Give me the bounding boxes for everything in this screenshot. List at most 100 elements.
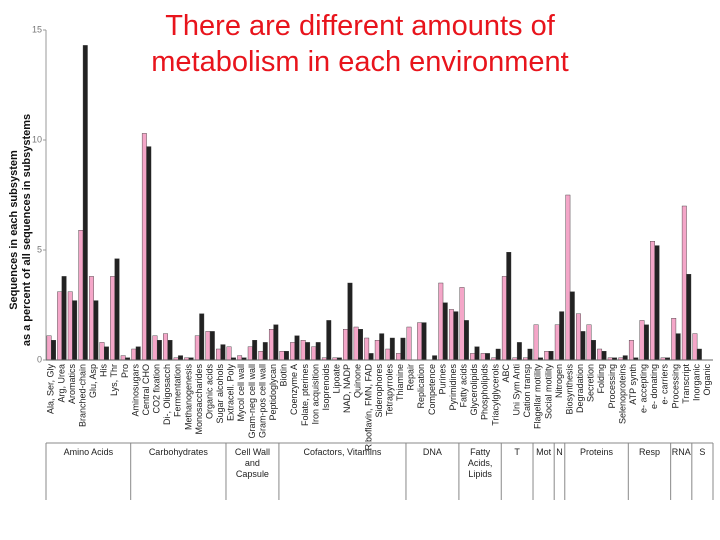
x-tick-label: Aminosugars bbox=[130, 364, 140, 417]
bar bbox=[78, 229, 84, 361]
bar bbox=[696, 348, 702, 361]
bar bbox=[576, 313, 581, 361]
bar bbox=[88, 276, 94, 361]
bar bbox=[580, 331, 586, 361]
bar bbox=[93, 300, 99, 361]
bar bbox=[131, 348, 137, 361]
x-tick-label: Branched-chain bbox=[77, 364, 87, 427]
bar bbox=[654, 245, 660, 361]
group-label: Carbohydrates bbox=[149, 447, 209, 457]
x-tick-label: Biosynthesis bbox=[564, 364, 574, 415]
x-tick-label: Selenoproteins bbox=[617, 364, 627, 425]
bar bbox=[470, 353, 475, 361]
bar bbox=[311, 346, 317, 361]
bar bbox=[163, 333, 168, 361]
y-axis-label: as a percent of all sequences in subsyst… bbox=[21, 114, 33, 346]
bar bbox=[146, 146, 152, 361]
x-tick-label: Mycol cell wall bbox=[236, 364, 246, 422]
bar bbox=[554, 324, 560, 361]
x-tick-label: Arg, Urea bbox=[56, 364, 66, 403]
bar bbox=[167, 340, 173, 361]
y-tick-label: 15 bbox=[32, 24, 42, 34]
group-label: Mot bbox=[536, 447, 552, 457]
bar bbox=[622, 355, 628, 361]
x-tick-label: Glycerolipids bbox=[469, 364, 479, 416]
x-tick-label: His bbox=[99, 364, 109, 377]
chart-title: There are different amounts of metabolis… bbox=[151, 10, 569, 78]
bar bbox=[533, 324, 539, 361]
x-tick-label: Lipoate bbox=[332, 364, 342, 394]
group-label: Cell Wall and Capsule bbox=[235, 447, 270, 479]
x-tick-label: Folate, pterines bbox=[300, 364, 310, 427]
bar bbox=[290, 342, 296, 361]
bar bbox=[485, 353, 491, 361]
x-tick-label: Iron acquisition bbox=[310, 364, 320, 425]
x-tick-label: Aromatics bbox=[67, 364, 77, 405]
bar bbox=[675, 333, 681, 361]
bar bbox=[501, 276, 507, 361]
x-tick-label: Gram-neg cell wall bbox=[247, 364, 257, 439]
bar bbox=[294, 335, 300, 361]
bar bbox=[459, 287, 465, 361]
x-tick-label: Folding bbox=[596, 364, 606, 394]
bar bbox=[268, 329, 274, 361]
bar bbox=[347, 282, 353, 361]
bar bbox=[194, 335, 200, 361]
x-tick-label: Degradation bbox=[575, 364, 585, 413]
bar bbox=[480, 353, 486, 361]
group-label: S bbox=[699, 447, 705, 457]
bar bbox=[220, 344, 226, 361]
bar bbox=[368, 353, 374, 361]
group-label: Amino Acids bbox=[64, 447, 114, 457]
x-tick-label: Uni Sym Anti bbox=[512, 364, 522, 416]
bar bbox=[120, 355, 126, 361]
x-tick-label: Processing bbox=[607, 364, 617, 409]
x-tick-label: Pyrimidines bbox=[448, 364, 458, 411]
bar bbox=[72, 300, 78, 361]
group-label: Proteins bbox=[580, 447, 614, 457]
bar bbox=[46, 335, 52, 361]
bar bbox=[671, 318, 677, 361]
bar bbox=[178, 355, 183, 361]
bar bbox=[639, 320, 645, 361]
y-tick-label: 5 bbox=[37, 244, 42, 254]
x-tick-label: Secretion bbox=[586, 364, 596, 402]
bar bbox=[262, 342, 268, 361]
bar bbox=[506, 251, 512, 361]
bar bbox=[527, 348, 533, 361]
x-tick-label: Biotin bbox=[279, 364, 289, 387]
x-tick-label: Glu, Asp bbox=[88, 364, 98, 398]
group-label: Cofactors, Vitamins bbox=[304, 447, 382, 457]
group-label: Fatty Acids, Lipids bbox=[468, 447, 493, 479]
bar bbox=[284, 351, 289, 361]
bar bbox=[421, 322, 427, 361]
bar bbox=[569, 291, 575, 361]
x-tick-label: Social motility bbox=[543, 364, 553, 420]
bar bbox=[141, 133, 147, 361]
bar bbox=[495, 348, 501, 361]
x-tick-label: ATP synth bbox=[628, 364, 638, 405]
bar bbox=[358, 329, 363, 361]
bar bbox=[385, 348, 391, 361]
bar bbox=[586, 324, 592, 361]
x-tick-label: Triacylglycerols bbox=[490, 364, 500, 426]
x-tick-label: Riboflavin, FMN, FAD bbox=[363, 364, 373, 451]
bar bbox=[273, 324, 279, 361]
bar bbox=[591, 340, 596, 361]
bar bbox=[99, 342, 105, 361]
bar bbox=[205, 331, 211, 361]
bar bbox=[300, 340, 306, 361]
bar bbox=[374, 340, 380, 361]
bar bbox=[643, 324, 649, 361]
bar bbox=[438, 282, 444, 361]
x-tick-label: Ala, Ser, Gly bbox=[46, 364, 56, 415]
bar bbox=[692, 333, 698, 361]
bar bbox=[326, 320, 332, 361]
bar bbox=[597, 348, 603, 361]
x-tick-label: Organic acids bbox=[204, 364, 214, 420]
x-tick-label: Flagellar motility bbox=[533, 364, 543, 430]
bar bbox=[406, 326, 412, 361]
bar bbox=[628, 340, 634, 361]
x-tick-label: CO2 fixation bbox=[152, 364, 162, 414]
bar bbox=[453, 311, 459, 361]
